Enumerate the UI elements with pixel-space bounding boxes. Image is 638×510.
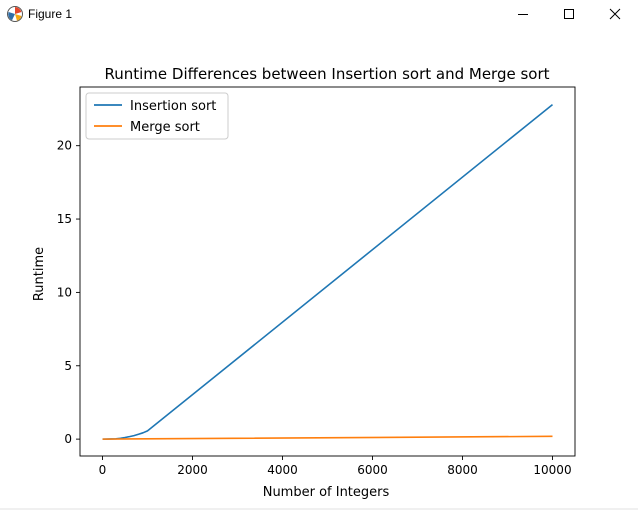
legend-label-merge-sort: Merge sort <box>130 120 200 135</box>
axes-frame <box>79 86 576 457</box>
chart-title: Runtime Differences between Insertion so… <box>104 65 549 83</box>
maximize-icon <box>564 9 574 19</box>
window-bottom-edge <box>0 508 638 510</box>
window-titlebar: Figure 1 <box>0 0 638 28</box>
x-tick-label: 8000 <box>447 463 478 477</box>
series-line-insertion-sort <box>102 103 554 440</box>
figure-canvas: Runtime Differences between Insertion so… <box>32 65 576 500</box>
window-title: Figure 1 <box>28 7 73 21</box>
minimize-button[interactable] <box>500 0 546 28</box>
series-line-merge-sort <box>102 435 553 440</box>
x-tick-label: 0 <box>99 463 107 477</box>
x-axis-label: Number of Integers <box>263 485 390 500</box>
x-tick-label: 6000 <box>357 463 388 477</box>
close-icon <box>609 8 621 20</box>
close-button[interactable] <box>592 0 638 28</box>
matplotlib-icon[interactable] <box>6 5 24 23</box>
y-tick-label: 10 <box>57 285 72 299</box>
y-axis-label: Runtime <box>32 247 47 301</box>
x-tick-label: 4000 <box>267 463 298 477</box>
y-tick-label: 5 <box>64 359 72 373</box>
y-tick-label: 15 <box>57 212 72 226</box>
y-tick-label: 20 <box>57 139 72 153</box>
maximize-button[interactable] <box>546 0 592 28</box>
legend-label-insertion-sort: Insertion sort <box>130 99 216 114</box>
x-tick-label: 2000 <box>177 463 208 477</box>
x-tick-label: 10000 <box>533 463 571 477</box>
minimize-icon <box>518 14 528 15</box>
y-tick-label: 0 <box>64 432 72 446</box>
